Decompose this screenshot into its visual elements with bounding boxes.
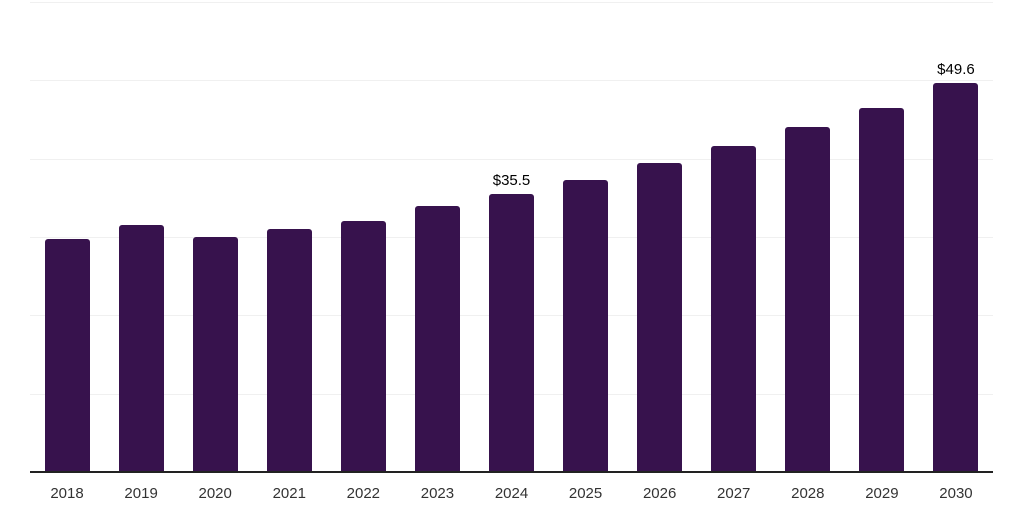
x-tick-label-2028: 2028 — [791, 485, 825, 502]
bar-2030 — [933, 83, 979, 472]
x-tick-label-2027: 2027 — [717, 485, 751, 502]
bar-2025 — [563, 179, 609, 472]
bar-2019 — [118, 225, 164, 472]
x-tick-label-2029: 2029 — [865, 485, 899, 502]
x-axis-line — [30, 471, 993, 473]
x-tick-label-2026: 2026 — [642, 485, 677, 502]
x-tick-label-2021: 2021 — [272, 485, 306, 502]
bar-2020 — [192, 237, 238, 472]
x-tick-label-2018: 2018 — [50, 485, 84, 502]
bar-2018 — [44, 239, 90, 472]
bar-2028 — [785, 127, 831, 472]
data-label-2030: $49.6 — [937, 61, 975, 79]
gridline — [30, 158, 993, 160]
bar-2022 — [340, 220, 386, 472]
bar-2029 — [859, 107, 905, 472]
bar-2021 — [266, 229, 312, 472]
bar-2024 — [489, 193, 534, 472]
x-tick-label-2019: 2019 — [124, 485, 158, 502]
gridline — [30, 2, 993, 3]
x-tick-label-2024: 2024 — [494, 485, 529, 502]
bar-2023 — [414, 205, 460, 472]
data-label-2024: $35.5 — [492, 171, 531, 189]
gridline — [30, 80, 993, 82]
bar-2027 — [711, 146, 757, 472]
bar-2026 — [637, 163, 683, 472]
x-tick-label-2030: 2030 — [939, 485, 973, 502]
x-tick-label-2022: 2022 — [346, 485, 381, 502]
x-tick-label-2020: 2020 — [198, 485, 232, 502]
x-tick-label-2023: 2023 — [420, 485, 455, 502]
x-tick-label-2025: 2025 — [568, 485, 603, 502]
